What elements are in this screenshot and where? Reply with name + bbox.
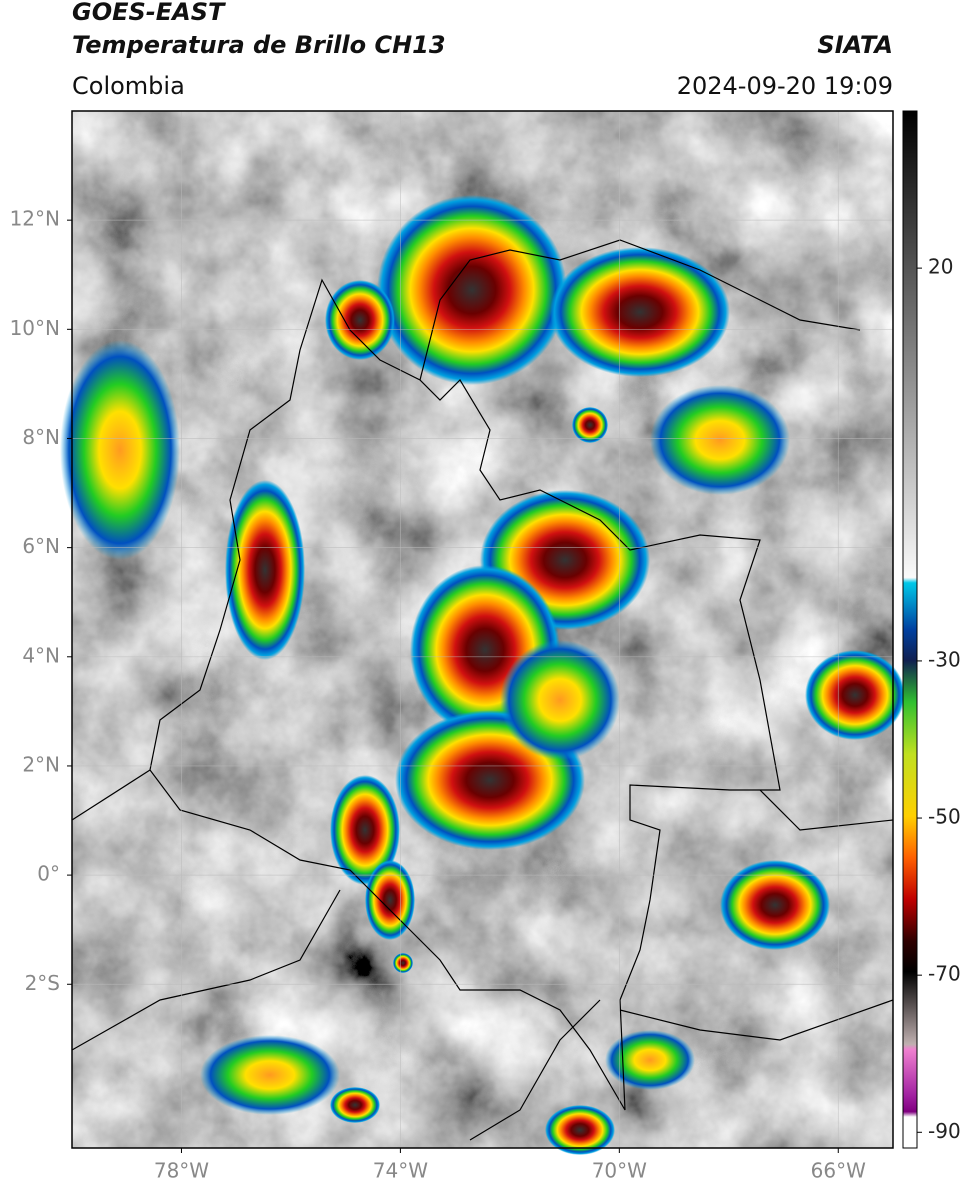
colorbar-ticks: 20 -30 -50 -70 -90 [917, 255, 961, 1143]
colorbar-tick-label: -90 [928, 1119, 961, 1143]
y-tick-label: 8°N [22, 425, 60, 449]
borders [71, 239, 894, 1141]
x-tick-label: 70°W [592, 1159, 647, 1183]
map [60, 110, 905, 1155]
storms [60, 195, 905, 1155]
grid [72, 111, 893, 1148]
colorbar-tick-label: -30 [928, 647, 961, 671]
source: SIATA [817, 31, 893, 59]
datetime: 2024-09-20 19:09 [677, 72, 893, 100]
region: Colombia [72, 72, 185, 100]
y-tick-label: 12°N [10, 207, 60, 231]
x-tick-label: 74°W [373, 1159, 428, 1183]
map-frame [71, 110, 894, 1149]
colorbar [902, 110, 918, 1149]
y-tick-label: 2°N [22, 752, 60, 776]
y-tick-label: 10°N [10, 316, 60, 340]
y-tick-label: 6°N [22, 534, 60, 558]
axis-labels: 78°W 74°W 70°W 66°W 12°N 10°N 8°N 6°N 4°N 2°N 0° 2°… [10, 207, 867, 1183]
colorbar-tick-label: 20 [928, 255, 953, 279]
title: GOES-EAST [72, 0, 226, 26]
y-tick-label: 0° [37, 862, 60, 886]
x-tick-label: 66°W [811, 1159, 866, 1183]
colorbar-tick-label: -50 [928, 805, 961, 829]
colorbar-tick-label: -70 [928, 962, 961, 986]
x-tick-label: 78°W [154, 1159, 209, 1183]
y-tick-label: 4°N [22, 643, 60, 667]
y-tick-label: 2°S [25, 971, 60, 995]
subtitle: Temperatura de Brillo CH13 [72, 31, 446, 59]
